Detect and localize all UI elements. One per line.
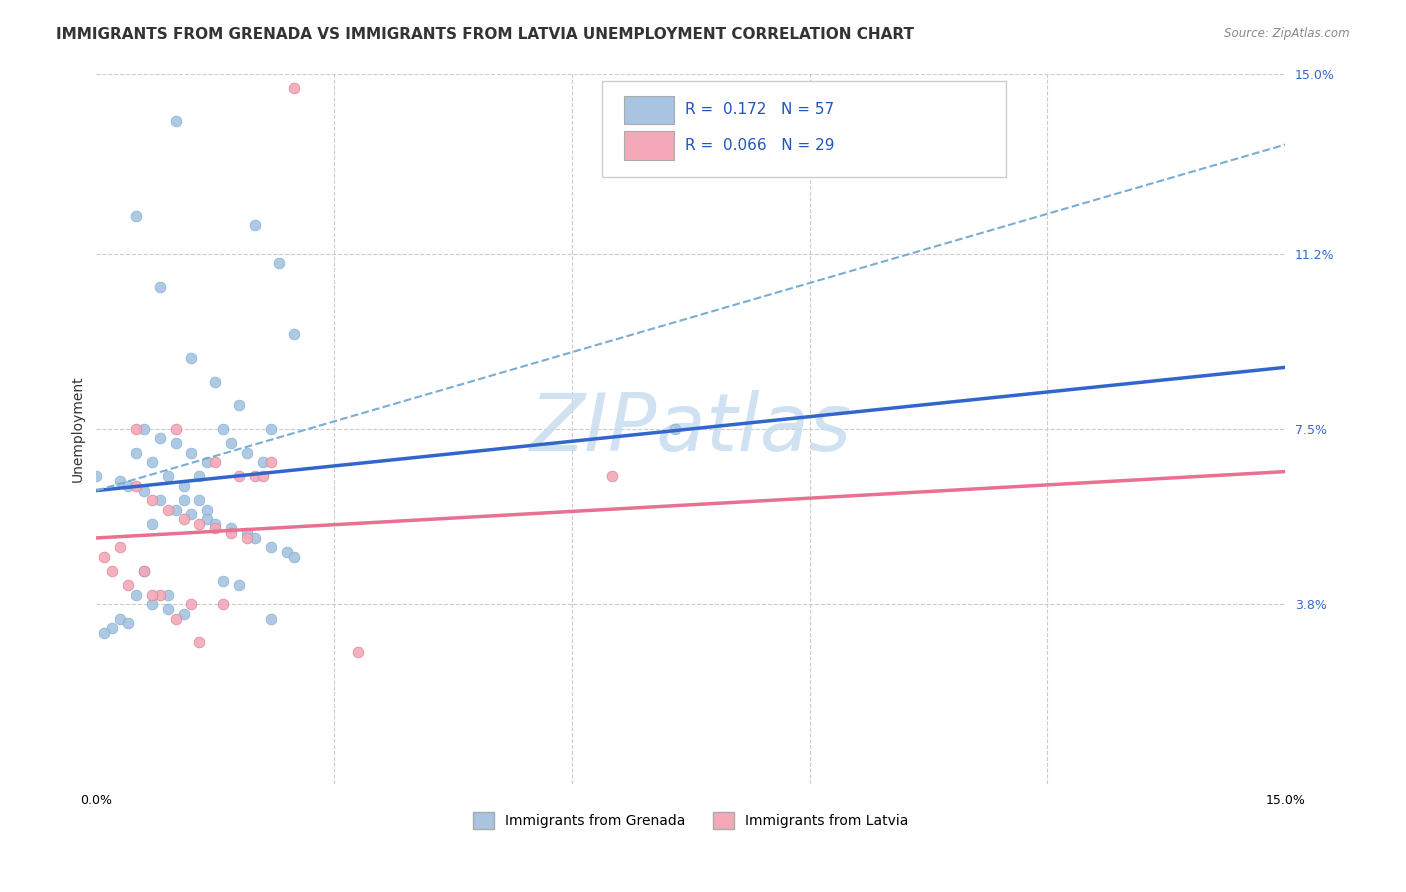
Point (260, 455, 283, 469)
Point (108, 474, 131, 488)
Point (108, 611, 131, 625)
Point (141, 588, 163, 602)
Point (219, 436, 242, 450)
FancyBboxPatch shape (602, 80, 1005, 177)
Text: Source: ZipAtlas.com: Source: ZipAtlas.com (1225, 27, 1350, 40)
Point (204, 521, 226, 535)
Point (252, 469, 274, 483)
Point (188, 516, 211, 531)
Point (156, 469, 179, 483)
Text: R =  0.172   N = 57: R = 0.172 N = 57 (685, 103, 834, 117)
Point (173, 493, 195, 508)
Point (219, 526, 242, 541)
Point (125, 445, 148, 459)
Point (125, 422, 148, 436)
FancyBboxPatch shape (624, 131, 673, 160)
Point (243, 531, 266, 545)
Point (117, 616, 139, 631)
Point (141, 493, 163, 508)
Text: R =  0.066   N = 29: R = 0.066 N = 29 (685, 138, 834, 153)
Point (132, 422, 155, 436)
Point (173, 607, 195, 621)
Point (180, 597, 202, 611)
Point (149, 588, 172, 602)
Text: ZIPatlas: ZIPatlas (530, 390, 852, 468)
FancyBboxPatch shape (624, 95, 673, 124)
Point (283, 549, 305, 564)
Point (243, 218, 266, 232)
Point (219, 521, 242, 535)
Point (228, 578, 250, 592)
Point (204, 455, 226, 469)
Point (188, 493, 211, 508)
Point (93, 625, 115, 640)
Point (267, 256, 290, 270)
Point (156, 602, 179, 616)
Point (188, 635, 211, 649)
Point (93, 549, 115, 564)
Point (195, 512, 218, 526)
Y-axis label: Unemployment: Unemployment (72, 376, 86, 483)
Point (141, 455, 163, 469)
Point (132, 564, 155, 578)
Point (149, 432, 172, 446)
Point (180, 445, 202, 459)
Point (188, 469, 211, 483)
Point (165, 422, 187, 436)
Point (173, 479, 195, 493)
Point (156, 502, 179, 516)
Point (125, 479, 148, 493)
Point (173, 512, 195, 526)
Point (276, 545, 298, 559)
Point (195, 455, 218, 469)
Point (283, 327, 305, 342)
Point (165, 611, 187, 625)
Point (236, 445, 259, 459)
Point (165, 114, 187, 128)
Point (117, 578, 139, 592)
Point (101, 564, 124, 578)
Point (260, 422, 283, 436)
Point (141, 597, 163, 611)
Point (149, 493, 172, 508)
Point (141, 516, 163, 531)
Point (195, 502, 218, 516)
Point (664, 422, 686, 436)
Point (180, 351, 202, 365)
Point (600, 469, 623, 483)
Point (149, 280, 172, 294)
Point (117, 479, 139, 493)
Point (212, 574, 235, 588)
Point (212, 597, 235, 611)
Point (347, 645, 370, 659)
Point (228, 398, 250, 412)
Point (228, 469, 250, 483)
Point (236, 526, 259, 541)
Point (108, 541, 131, 555)
Point (132, 483, 155, 498)
Legend: Immigrants from Grenada, Immigrants from Latvia: Immigrants from Grenada, Immigrants from… (467, 806, 914, 834)
Point (86, 469, 108, 483)
Point (212, 422, 235, 436)
Point (260, 611, 283, 625)
Point (180, 508, 202, 522)
Point (132, 564, 155, 578)
Point (236, 531, 259, 545)
Point (243, 469, 266, 483)
Point (125, 588, 148, 602)
Point (204, 375, 226, 389)
Point (165, 436, 187, 450)
Point (204, 516, 226, 531)
Point (101, 621, 124, 635)
Text: IMMIGRANTS FROM GRENADA VS IMMIGRANTS FROM LATVIA UNEMPLOYMENT CORRELATION CHART: IMMIGRANTS FROM GRENADA VS IMMIGRANTS FR… (56, 27, 914, 42)
Point (260, 541, 283, 555)
Point (252, 455, 274, 469)
Point (283, 80, 305, 95)
Point (156, 588, 179, 602)
Point (165, 502, 187, 516)
Point (125, 209, 148, 223)
